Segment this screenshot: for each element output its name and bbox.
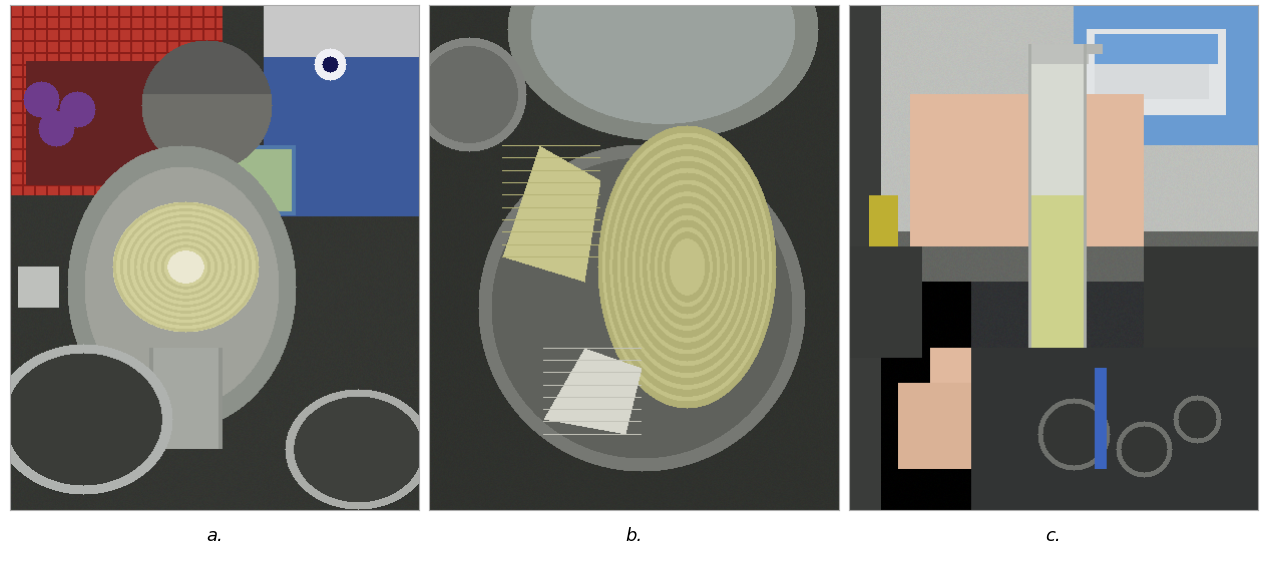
Text: c.: c. <box>1046 527 1061 545</box>
Text: b.: b. <box>625 527 643 545</box>
Text: a.: a. <box>207 527 223 545</box>
